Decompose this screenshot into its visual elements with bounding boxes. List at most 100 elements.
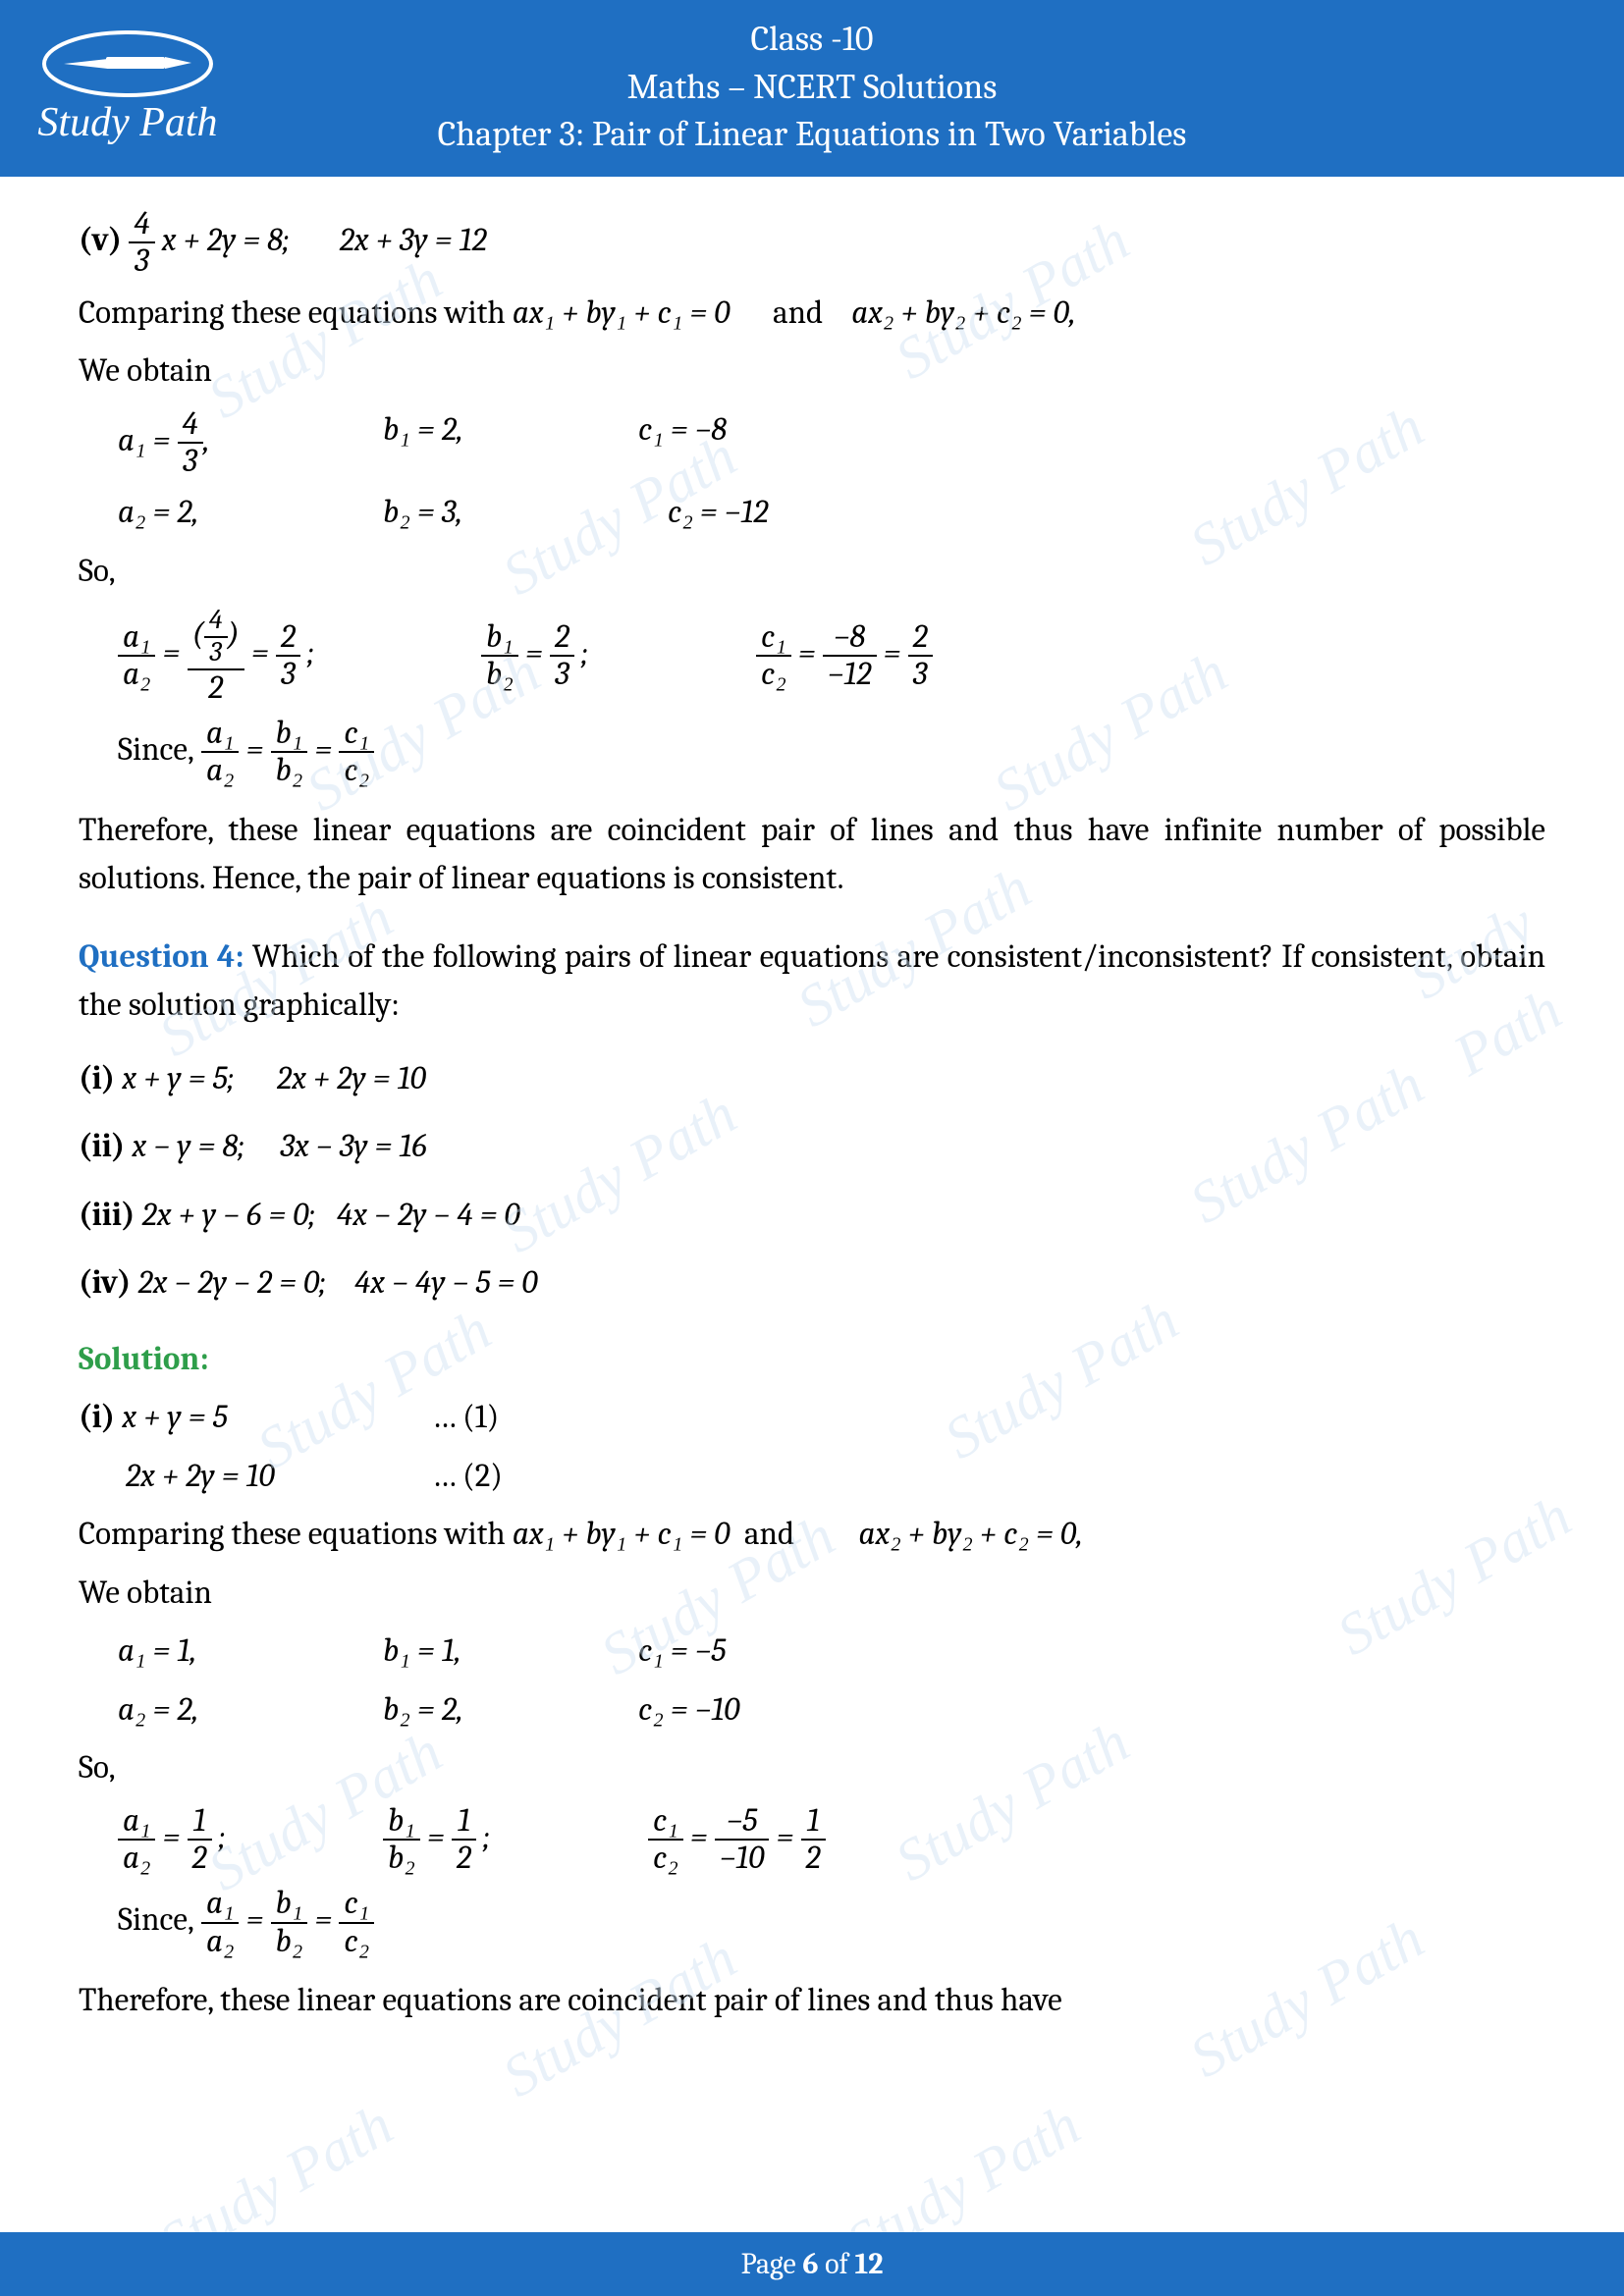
footer-page-total: 12 (854, 2247, 883, 2281)
sol-cm1: ax₁ + by₁ + c₁ = 0 (513, 1516, 731, 1553)
v-a1-num: 4 (178, 406, 203, 444)
sol-coef-r2: a₂ = 2, b₂ = 2, c₂ = −10 (79, 1686, 1545, 1735)
q4-block: Question 4: Which of the following pairs… (79, 934, 1545, 1031)
page-content: (v) 4 3 x + 2y = 8; 2x + 3y = 12 Compari… (0, 177, 1624, 2074)
footer-page-label: Page (741, 2247, 803, 2281)
v-b2: b₂ = 3, (383, 489, 638, 538)
q4-i-label: (i) (79, 1060, 115, 1097)
sol-i-e1: x + y = 5 (115, 1399, 228, 1436)
header-chapter: Chapter 3: Pair of Linear Equations in T… (0, 111, 1624, 159)
v-ra-rd: 3 (276, 657, 300, 692)
v-rc-mn: −8 (823, 619, 877, 657)
sol-compare: Comparing these equations with ax₁ + by₁… (79, 1511, 1545, 1560)
v-compare-and: and (737, 294, 844, 332)
footer-page-num: 6 (802, 2247, 818, 2281)
sol-so: So, (79, 1744, 1545, 1793)
sol-i-eq2: 2x + 2y = 10 … (2) (79, 1453, 1545, 1502)
sol-coef-r1: a₁ = 1, b₁ = 1, c₁ = −5 (79, 1628, 1545, 1677)
v-coef-row2: a₂ = 2, b₂ = 3, c₂ = −12 (79, 489, 1545, 538)
v-we-obtain: We obtain (79, 347, 1545, 397)
sol-ct: Comparing these equations with (79, 1516, 513, 1553)
sol-cand: and (737, 1516, 851, 1553)
v-ra-den: a₂ (118, 657, 155, 692)
v-rb-rn: 2 (550, 619, 574, 657)
sol-i-label: (i) (79, 1399, 115, 1436)
q4-iii: (iii) 2x + y − 6 = 0; 4x − 2y − 4 = 0 (79, 1192, 1545, 1241)
logo: Study Path (29, 20, 226, 147)
v-rc-den: c₂ (756, 657, 791, 692)
q4-ii-eq: x − y = 8; 3x − 3y = 16 (125, 1128, 426, 1165)
v-compare-text: Comparing these equations with (79, 294, 513, 332)
src-n: c₁ (648, 1803, 683, 1841)
q4-ii-label: (ii) (79, 1128, 125, 1165)
solution-label: Solution: (79, 1336, 1545, 1385)
sol-i-eq1: (i) x + y = 5 … (1) (79, 1394, 1545, 1443)
v-ra-mid-den: 2 (188, 670, 244, 706)
v-a1-comma: , (203, 422, 210, 459)
src-rd: 2 (801, 1841, 826, 1876)
sol-since-label: Since, (118, 1901, 194, 1939)
v-rc-num: c₁ (756, 619, 791, 657)
v-rb-den: b₂ (481, 657, 518, 692)
v-b1: b₁ = 2, (383, 406, 638, 480)
srb-rd: 2 (452, 1841, 476, 1876)
page-header: Study Path Class -10 Maths – NCERT Solut… (0, 0, 1624, 177)
q4-label: Question 4: (79, 938, 244, 976)
v-sc-n: c₁ (339, 716, 374, 753)
sol-a1: a₁ = 1, (118, 1628, 383, 1677)
v-ra-mid-num: (43) (188, 606, 244, 670)
ssa-d: a₂ (201, 1924, 239, 1959)
v-sb-n: b₁ (271, 716, 308, 753)
footer-page-of: of (818, 2247, 854, 2281)
v-frac-den: 3 (129, 243, 154, 279)
sol-ratios: a₁a₂ = 12 ; b₁b₂ = 12 ; c₁c₂ = −5−10 = 1… (79, 1803, 1545, 1877)
src-mn: −5 (715, 1803, 770, 1841)
svg-text:Study Path: Study Path (37, 100, 217, 145)
v-eq1: x + 2y = 8; (162, 222, 290, 259)
q4-iii-eq: 2x + y − 6 = 0; 4x − 2y − 4 = 0 (135, 1197, 519, 1234)
v-compare-m2: ax₂ + by₂ + c₂ = 0, (851, 294, 1075, 332)
ssb-n: b₁ (271, 1886, 308, 1923)
v-a2: a₂ = 2, (118, 489, 383, 538)
ssc-d: c₂ (339, 1924, 374, 1959)
ssb-d: b₂ (271, 1924, 308, 1959)
header-class: Class -10 (0, 16, 1624, 64)
v-c2: c₂ = −12 (638, 489, 769, 538)
section-v-equations: (v) 4 3 x + 2y = 8; 2x + 3y = 12 (79, 206, 1545, 280)
q4-text: Which of the following pairs of linear e… (79, 938, 1545, 1025)
v-ra-mid-id: 3 (204, 638, 228, 668)
q4-iv-label: (iv) (79, 1264, 131, 1302)
v-rb-num: b₁ (481, 619, 518, 657)
src-d: c₂ (648, 1841, 683, 1876)
ssa-n: a₁ (201, 1886, 239, 1923)
v-sa-d: a₂ (201, 753, 239, 788)
v-eq2: 2x + 3y = 12 (340, 222, 487, 259)
sol-b1: b₁ = 1, (383, 1628, 638, 1677)
src-rn: 1 (801, 1803, 826, 1841)
v-rc-rn: 2 (908, 619, 933, 657)
v-ratios: a₁a₂ = (43) 2 = 23 ; b₁b₂ = 23 ; c₁c₂ = … (79, 606, 1545, 706)
sol-c2: c₂ = −10 (638, 1686, 739, 1735)
v-a1-label: a₁ = (118, 422, 178, 459)
sol-i-t2: … (2) (432, 1453, 503, 1502)
sra-rd: 2 (188, 1841, 212, 1876)
v-compare-m1: ax₁ + by₁ + c₁ = 0 (513, 294, 731, 332)
srb-rn: 1 (452, 1803, 476, 1841)
v-rc-md: −12 (823, 657, 877, 692)
q4-i: (i) x + y = 5; 2x + 2y = 10 (79, 1055, 1545, 1104)
page-footer: Page 6 of 12 (0, 2232, 1624, 2296)
q4-iv: (iv) 2x − 2y − 2 = 0; 4x − 4y − 5 = 0 (79, 1259, 1545, 1308)
sra-n: a₁ (118, 1803, 155, 1841)
v-since: Since, a₁a₂ = b₁b₂ = c₁c₂ (79, 716, 1545, 789)
v-ra-mid-in: 4 (204, 606, 228, 638)
sol-we-obtain: We obtain (79, 1570, 1545, 1619)
sol-cm2: ax₂ + by₂ + c₂ = 0, (858, 1516, 1082, 1553)
v-ra-num: a₁ (118, 619, 155, 657)
sra-rn: 1 (188, 1803, 212, 1841)
header-subject: Maths – NCERT Solutions (0, 64, 1624, 112)
v-c1: c₁ = −8 (638, 406, 727, 480)
q4-ii: (ii) x − y = 8; 3x − 3y = 16 (79, 1123, 1545, 1172)
v-sb-d: b₂ (271, 753, 308, 788)
v-ra-rn: 2 (276, 619, 300, 657)
srb-n: b₁ (383, 1803, 420, 1841)
